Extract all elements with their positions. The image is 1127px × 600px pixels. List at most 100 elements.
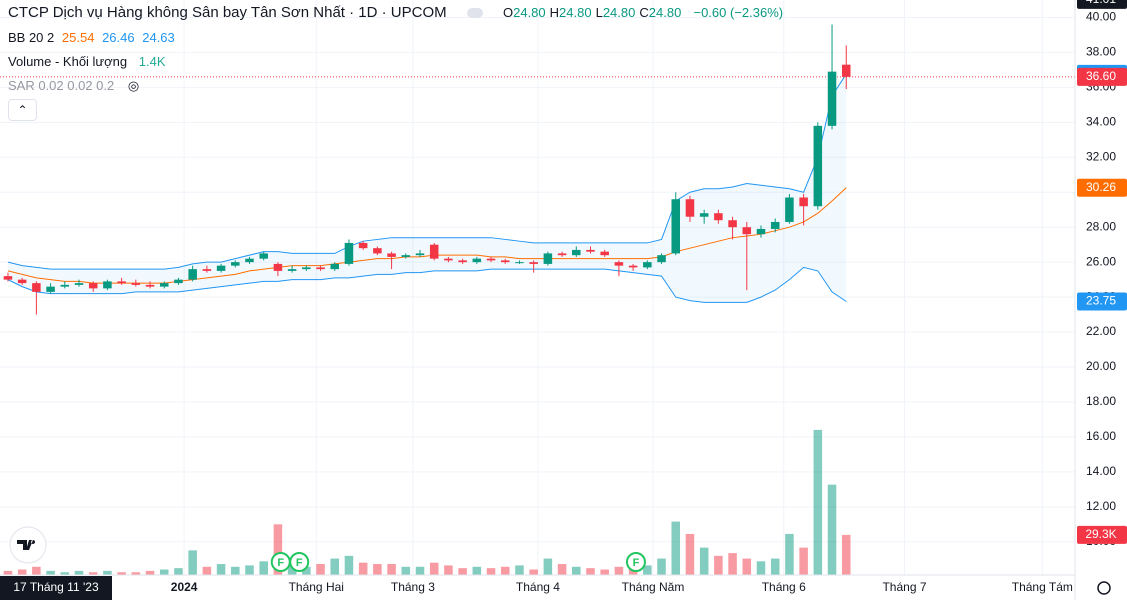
candle-body [515,262,524,264]
volume-bar [330,558,340,575]
event-marker [625,552,646,572]
candle-body [557,253,567,256]
volume-bar [259,561,268,575]
volume-bar [813,429,823,575]
candle-body [17,279,27,284]
volume-bar [344,555,354,575]
volume-bar [429,562,439,575]
volume-bar [3,570,13,575]
volume-bar [557,564,567,575]
volume-bar [685,533,695,575]
candle-body [572,249,581,256]
volume-bar [174,568,183,575]
bb-line [7,266,847,303]
volume-bar [387,564,396,575]
y-tick-label: 22.00 [1086,324,1116,338]
candle-body [159,283,169,287]
bb-value: 25.54 [61,30,95,45]
volume-bar [245,565,254,575]
volume-bar [145,570,155,575]
volume-bar [316,564,325,575]
volume-bar [88,572,98,575]
candle-body [671,199,681,254]
candle-body [827,71,837,126]
event-marker [289,552,310,572]
candle-body [785,197,794,222]
volume-legend: Volume - Khối lượng 1.4K [8,54,170,69]
candle-body [657,255,666,263]
y-tick-label: 20.00 [1086,359,1116,373]
ohlc-key: O [502,5,514,20]
collapse-button[interactable]: ⌃ [8,99,37,121]
volume-bar [401,566,411,575]
candle-body [88,283,98,289]
volume-bar [657,558,666,575]
candle-body [841,64,851,77]
candle-body [188,269,197,280]
candle-body [32,283,41,292]
y-tick-label: 32.00 [1086,149,1116,163]
candle-body [103,281,112,289]
y-tick-label: 12.00 [1086,499,1116,513]
candle-body [202,269,212,271]
ohlc: O24.80 H24.80 L24.80 C24.80 [503,5,685,20]
candle-body [60,284,70,287]
settings-button[interactable] [1097,581,1111,595]
candle-body [358,242,368,249]
volume-bar [188,550,197,575]
volume-bar [231,566,240,575]
candle-body [401,255,411,257]
bb-line [7,73,847,270]
x-tick-label: Tháng 6 [762,580,806,594]
symbol-title: CTCP Dịch vụ Hàng không Sân bay Tân Sơn … [8,4,447,21]
candle-body [287,269,297,271]
candle-body [799,197,808,207]
volume-bar [17,569,27,575]
event-label: F [633,557,640,569]
candle-body [174,279,183,284]
bb-legend: BB 20 2 25.54 26.46 24.63 [8,30,179,45]
volume-bar [358,562,368,575]
ohlc-key: H [549,5,560,20]
volume-bar [785,533,794,575]
candle-body [46,286,55,292]
x-tick-label: Tháng Năm [622,580,685,594]
hide-button[interactable] [466,8,483,19]
bb-name: BB 20 2 [8,30,55,45]
candle-body [444,258,453,261]
volume-bar [216,564,226,575]
candle-body [472,258,482,263]
volume-bar [756,561,766,575]
candle-body [586,249,595,252]
volume-bar [742,558,752,575]
volume-bar [131,572,141,575]
bb-value: 24.63 [142,30,175,45]
x-tick-label: Tháng 7 [882,580,926,594]
volume-bar [103,570,112,575]
volume-bar [74,570,84,575]
x-tick-label: Tháng 3 [391,580,435,594]
candle-body [770,221,780,229]
volume-bar [302,566,311,575]
y-tick-label: 14.00 [1086,464,1116,478]
ohlc-key: C [639,5,649,20]
hidden-icon[interactable]: ◎ [127,78,140,93]
volume-bar [841,534,851,575]
logo-mark [17,540,36,550]
volume-bar [60,572,70,575]
candle-body [302,267,311,270]
volume-value: 1.4K [138,54,166,69]
event-label: F [296,557,303,569]
y-tick-label: 16.00 [1086,429,1116,443]
ohlc-key: L [595,5,603,20]
volume-bar [728,553,737,575]
candle-body [486,258,496,261]
price-badge-label: 41.01 [1086,0,1116,6]
volume-bar [46,570,55,575]
candle-body [117,281,126,284]
volume-badge [1077,525,1127,544]
x-tick-label: Tháng Tám [1012,580,1073,594]
volume-name: Volume - Khối lượng [8,54,128,69]
volume-bar [415,566,425,575]
